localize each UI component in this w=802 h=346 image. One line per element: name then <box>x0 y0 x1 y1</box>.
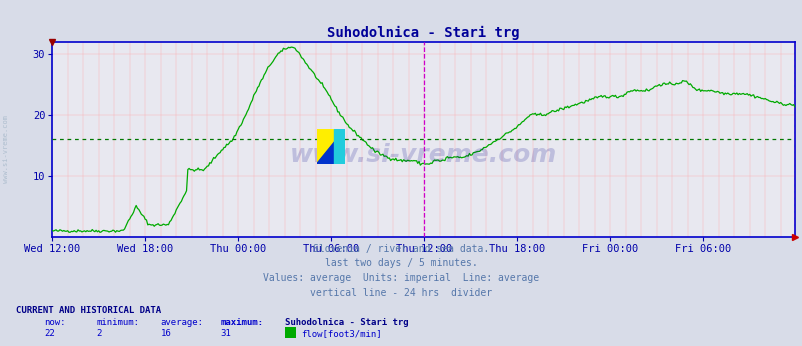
Text: 16: 16 <box>160 329 171 338</box>
Text: Suhodolnica - Stari trg: Suhodolnica - Stari trg <box>285 318 408 327</box>
Polygon shape <box>316 129 344 164</box>
Text: vertical line - 24 hrs  divider: vertical line - 24 hrs divider <box>310 288 492 298</box>
Bar <box>334 129 344 164</box>
Text: minimum:: minimum: <box>96 318 140 327</box>
Text: CURRENT AND HISTORICAL DATA: CURRENT AND HISTORICAL DATA <box>16 306 161 315</box>
Text: maximum:: maximum: <box>221 318 264 327</box>
Text: www.si-vreme.com: www.si-vreme.com <box>290 143 557 167</box>
Polygon shape <box>316 129 344 164</box>
Text: last two days / 5 minutes.: last two days / 5 minutes. <box>325 258 477 268</box>
Text: Slovenia / river and sea data.: Slovenia / river and sea data. <box>313 244 489 254</box>
Text: Values: average  Units: imperial  Line: average: Values: average Units: imperial Line: av… <box>263 273 539 283</box>
Text: www.si-vreme.com: www.si-vreme.com <box>3 115 10 183</box>
Text: flow[foot3/min]: flow[foot3/min] <box>301 329 381 338</box>
Text: 31: 31 <box>221 329 231 338</box>
Text: 2: 2 <box>96 329 102 338</box>
Text: average:: average: <box>160 318 204 327</box>
Title: Suhodolnica - Stari trg: Suhodolnica - Stari trg <box>327 26 519 40</box>
Text: 22: 22 <box>44 329 55 338</box>
Text: now:: now: <box>44 318 66 327</box>
